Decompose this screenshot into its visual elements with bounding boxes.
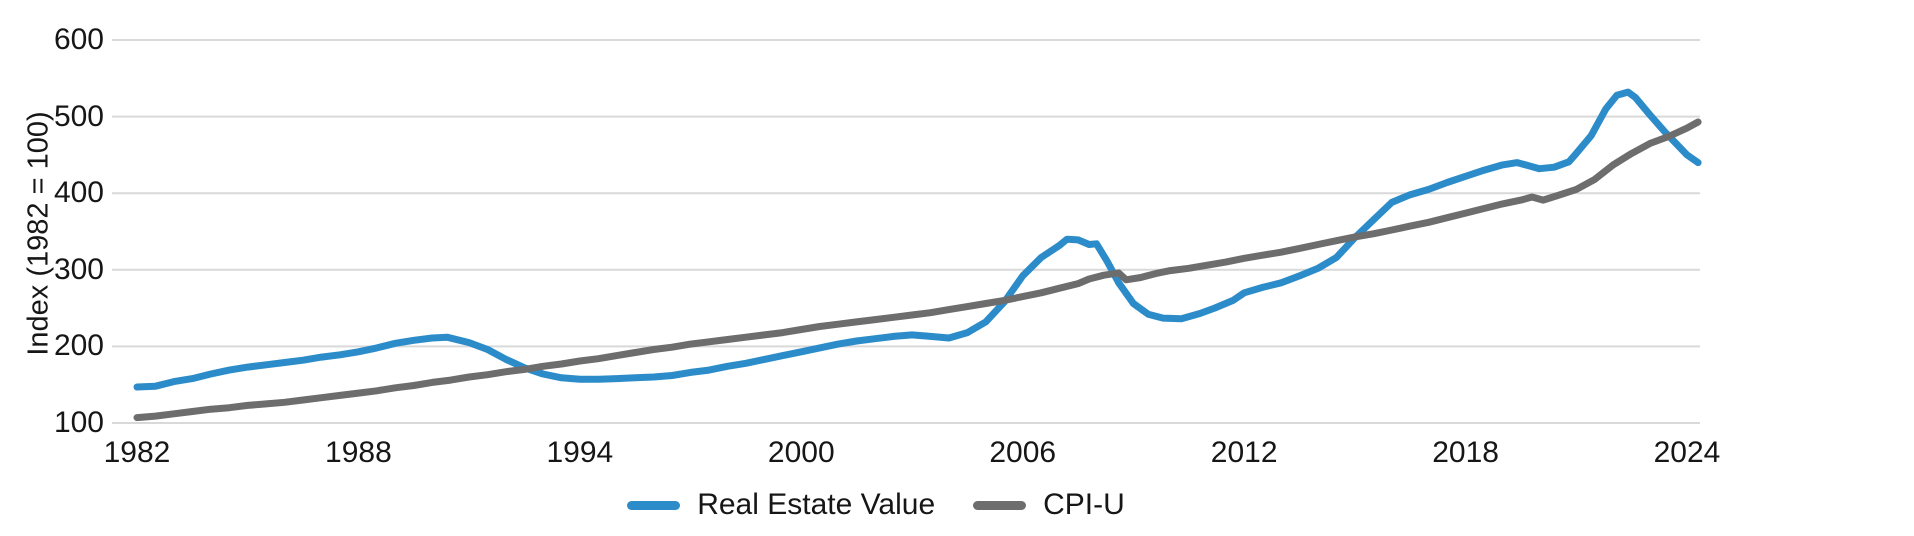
- y-tick-label: 400: [53, 176, 104, 210]
- x-tick-label: 1982: [103, 436, 171, 469]
- x-tick-label: 2012: [1210, 436, 1278, 469]
- legend-label: CPI-U: [1043, 488, 1125, 521]
- y-tick-label: 100: [53, 406, 104, 439]
- legend-item: CPI-U: [973, 488, 1125, 522]
- y-tick-label: 200: [53, 329, 104, 363]
- legend-label: Real Estate Value: [697, 488, 936, 521]
- x-tick-label: 2024: [1653, 436, 1721, 469]
- legend: Real Estate Value CPI-U: [0, 488, 1752, 522]
- legend-line-swatch: [973, 500, 1027, 510]
- legend-item: Real Estate Value: [627, 488, 935, 522]
- y-tick-label: 600: [53, 23, 104, 56]
- y-tick-label: 300: [53, 252, 104, 286]
- series-line-cpi-u: [133, 118, 1702, 422]
- series-line-real-estate-value: [133, 88, 1702, 391]
- y-tick-label: 500: [53, 99, 104, 133]
- x-tick-label: 1988: [325, 436, 392, 469]
- x-tick-label: 1994: [546, 436, 614, 469]
- x-tick-label: 2000: [767, 436, 835, 469]
- x-tick-label: 2006: [989, 436, 1057, 469]
- legend-line-swatch: [627, 500, 681, 510]
- x-tick-label: 2018: [1432, 436, 1499, 469]
